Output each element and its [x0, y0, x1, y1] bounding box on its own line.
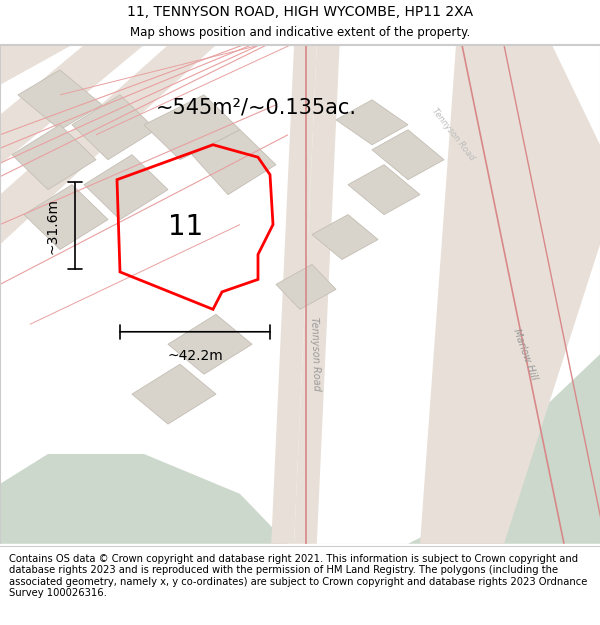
Polygon shape [408, 354, 600, 544]
Text: Tennyson Road: Tennyson Road [430, 107, 476, 162]
Text: 11: 11 [169, 213, 203, 241]
Polygon shape [0, 454, 288, 544]
Text: ~31.6m: ~31.6m [45, 198, 59, 254]
Text: Map shows position and indicative extent of the property.: Map shows position and indicative extent… [130, 26, 470, 39]
Text: Contains OS data © Crown copyright and database right 2021. This information is : Contains OS data © Crown copyright and d… [9, 554, 587, 598]
Polygon shape [271, 45, 317, 544]
Polygon shape [192, 130, 276, 194]
Polygon shape [372, 130, 444, 179]
Polygon shape [0, 45, 144, 165]
Polygon shape [348, 165, 420, 214]
Polygon shape [18, 70, 102, 130]
Text: Marlow Hill: Marlow Hill [511, 328, 539, 381]
Polygon shape [72, 95, 156, 160]
Polygon shape [336, 100, 408, 145]
Polygon shape [0, 45, 72, 85]
Polygon shape [312, 214, 378, 259]
Text: Tennyson Road: Tennyson Road [309, 317, 321, 391]
Text: ~42.2m: ~42.2m [167, 349, 223, 362]
Text: ~545m²/~0.135ac.: ~545m²/~0.135ac. [156, 98, 357, 118]
Polygon shape [12, 125, 96, 189]
Polygon shape [168, 314, 252, 374]
Polygon shape [294, 45, 340, 544]
Text: 11, TENNYSON ROAD, HIGH WYCOMBE, HP11 2XA: 11, TENNYSON ROAD, HIGH WYCOMBE, HP11 2X… [127, 5, 473, 19]
Polygon shape [84, 155, 168, 219]
Polygon shape [0, 45, 216, 244]
Polygon shape [24, 184, 108, 249]
Polygon shape [276, 264, 336, 309]
Polygon shape [420, 45, 600, 544]
Polygon shape [144, 95, 240, 160]
Polygon shape [132, 364, 216, 424]
